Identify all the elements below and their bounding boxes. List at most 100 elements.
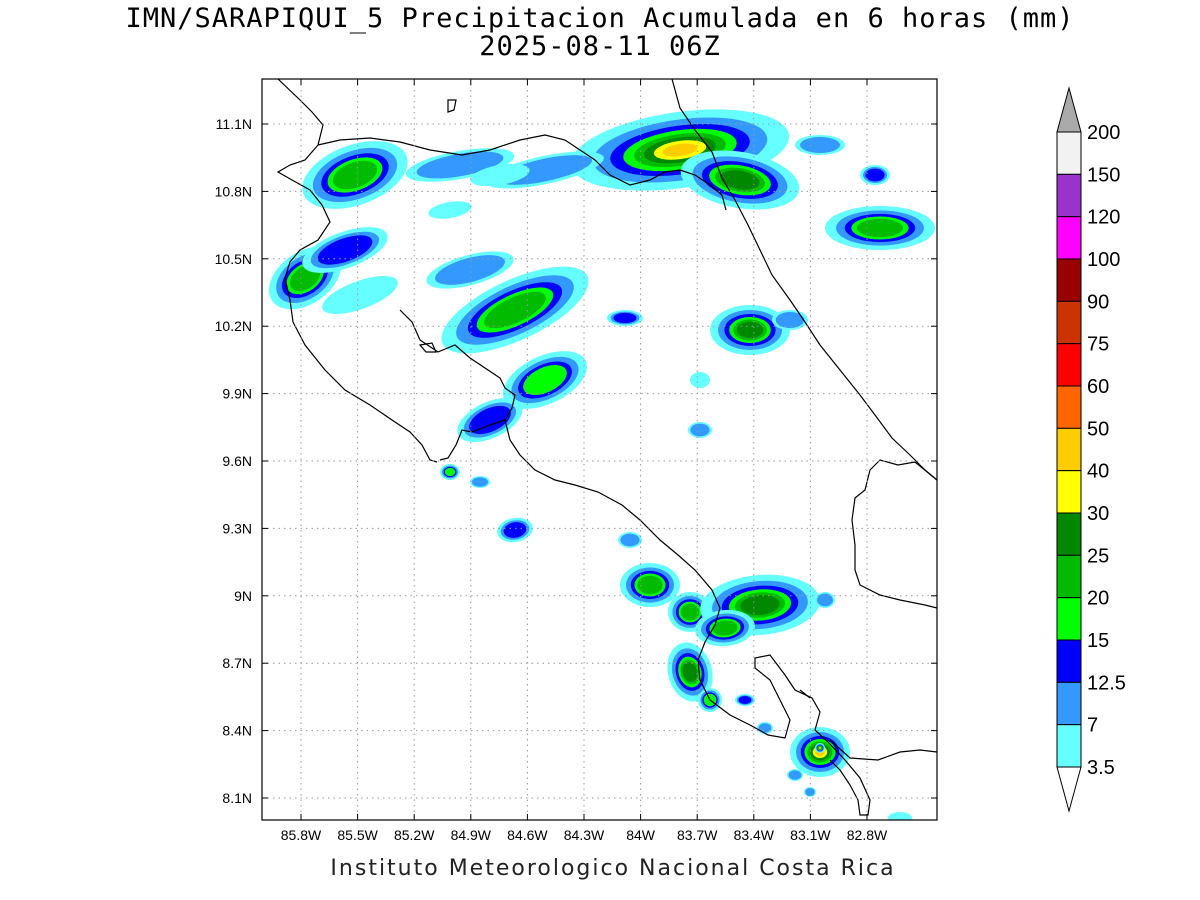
panama-south-coast (829, 739, 937, 761)
lon-tick-label: 84.9W (451, 827, 492, 843)
precip-cell (775, 312, 805, 328)
lon-tick-label: 82.8W (847, 827, 888, 843)
precip-cell (503, 522, 527, 538)
plot-area (262, 79, 937, 820)
colorbar-label: 20 (1087, 588, 1109, 610)
lon-tick-label: 85.5W (337, 827, 378, 843)
map-datetime: 2025-08-11 06Z (479, 31, 721, 62)
colorbar: 200 150 120 100 90 75 60 50 40 30 25 20 15 12.5 7 3.5 (1056, 86, 1126, 813)
colorbar-label: 150 (1087, 164, 1120, 186)
colorbar-swatch (1056, 385, 1082, 429)
precip-cell (800, 137, 840, 153)
plot-frame (261, 78, 938, 821)
precip-cell (637, 575, 663, 595)
precip-cell (788, 770, 802, 780)
lat-tick-label: 9.3N (222, 520, 252, 536)
precip-cell (736, 321, 764, 339)
precip-cell (428, 201, 472, 219)
graticule (262, 79, 937, 820)
precip-cell (470, 163, 530, 187)
precip-cell (317, 235, 373, 265)
precip-cell (888, 812, 912, 820)
colorbar-swatch (1056, 258, 1082, 302)
lat-tick-label: 9N (234, 588, 252, 604)
precip-cell (469, 405, 511, 435)
precip-cell (435, 255, 505, 285)
lat-tick-label: 8.1N (222, 790, 252, 806)
colorbar-label: 25 (1087, 545, 1109, 567)
footer-credit: Instituto Meteorologico Nacional Costa R… (330, 856, 896, 881)
lon-tick-label: 83.4W (734, 827, 775, 843)
colorbar-swatch (1056, 216, 1082, 260)
colorbar-label: 15 (1087, 630, 1109, 652)
precip-cell (819, 747, 821, 749)
precip-cell (690, 423, 710, 437)
precip-cell (472, 477, 488, 487)
island (447, 99, 457, 113)
colorbar-label: 3.5 (1087, 757, 1115, 779)
lon-tick-label: 83.7W (677, 827, 718, 843)
lon-tick-label: 83.1W (790, 827, 831, 843)
colorbar-swatch (1056, 470, 1082, 514)
coastlines (276, 79, 937, 816)
longitude-ticks: 85.8W 85.5W 85.2W 84.9W 84.6W 84.3W 84W 83.7W 83… (281, 827, 888, 843)
colorbar-label: 120 (1087, 207, 1120, 229)
colorbar-swatch (1056, 724, 1082, 768)
precip-cell (620, 533, 640, 547)
lat-tick-label: 10.2N (215, 318, 252, 334)
colorbar-swatch (1056, 681, 1082, 726)
colorbar-swatch (1056, 554, 1082, 599)
colorbar-label: 30 (1087, 503, 1109, 525)
colorbar-label: 90 (1087, 291, 1109, 313)
colorbar-swatch (1056, 173, 1082, 218)
colorbar-label: 60 (1087, 376, 1109, 398)
precip-cell (856, 218, 904, 238)
map-title: IMN/SARAPIQUI_5 Precipitacion Acumulada … (125, 3, 1075, 34)
lon-tick-label: 84W (626, 827, 656, 843)
colorbar-over-arrow (1056, 86, 1082, 133)
island-nicoya (418, 342, 437, 353)
lat-tick-label: 10.8N (215, 183, 252, 199)
precip-cell (865, 168, 885, 182)
precip-cell (680, 603, 700, 621)
lon-tick-label: 84.6W (507, 827, 548, 843)
colorbar-label: 12.5 (1087, 672, 1126, 694)
latitude-ticks: 11.1N 10.8N 10.5N 10.2N 9.9N 9.6N 9.3N 9N 8.7N 8.… (215, 116, 252, 806)
precip-cell (682, 662, 698, 682)
colorbar-swatch (1056, 427, 1082, 472)
panama-coast (851, 459, 937, 609)
colorbar-label: 40 (1087, 461, 1109, 483)
precip-cell (712, 620, 738, 636)
precip-cell (720, 170, 760, 190)
precip-cell (416, 151, 504, 179)
lon-tick-label: 85.8W (281, 827, 322, 843)
colorbar-swatch (1056, 512, 1082, 556)
lon-tick-label: 85.2W (394, 827, 435, 843)
coastline-north-nicaragua (276, 79, 438, 463)
pacific-coast-south (504, 419, 871, 816)
lat-tick-label: 10.5N (215, 251, 252, 267)
precip-cell (613, 312, 637, 324)
precip-cell (444, 467, 456, 477)
lat-tick-label: 9.6N (222, 453, 252, 469)
precip-cell (322, 276, 398, 314)
precipitation-field (268, 109, 935, 820)
border-nicaragua (317, 134, 723, 196)
precip-cell (738, 696, 752, 704)
precip-cell (690, 372, 710, 388)
colorbar-label: 7 (1087, 715, 1098, 737)
colorbar-label: 75 (1087, 334, 1109, 356)
precip-cell (817, 593, 833, 607)
lat-tick-label: 8.4N (222, 723, 252, 739)
border-panama (721, 194, 811, 699)
colorbar-label: 100 (1087, 249, 1120, 271)
lat-tick-label: 9.9N (222, 386, 252, 402)
colorbar-swatch (1056, 343, 1082, 387)
precip-cell (805, 788, 815, 796)
colorbar-swatch (1056, 639, 1082, 683)
precip-cell (332, 160, 378, 190)
caribbean-coast (671, 79, 937, 481)
precip-cell (662, 143, 698, 157)
lat-tick-label: 8.7N (222, 655, 252, 671)
